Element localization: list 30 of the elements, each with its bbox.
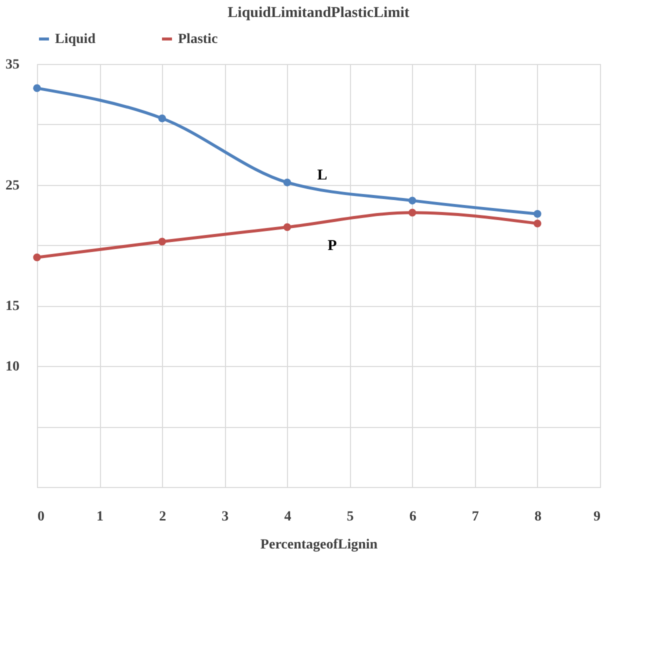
x-tick-label: 5 (346, 510, 354, 524)
x-tick-label: 4 (284, 510, 292, 524)
point (283, 223, 292, 232)
x-tick-label: 6 (409, 510, 416, 524)
x-tick-label: 3 (222, 510, 229, 524)
annotation: L (317, 167, 328, 184)
point (158, 238, 166, 246)
x-tick-label: 7 (472, 510, 479, 524)
chart-title: LiquidLimitandPlasticLimit (228, 5, 410, 21)
x-axis-title: PercentageofLignin (260, 538, 378, 552)
point (283, 178, 292, 186)
y-tick-label: 25 (6, 178, 20, 194)
point (534, 220, 542, 228)
x-tick-label: 2 (159, 510, 166, 524)
point (33, 254, 41, 262)
legend-label: Plastic (178, 32, 218, 47)
y-tick-label: 35 (6, 58, 20, 72)
x-tick-label: 0 (38, 510, 44, 524)
legend-label: Liquid (55, 32, 96, 47)
annotation: P (328, 238, 337, 254)
point (33, 84, 41, 92)
point (408, 208, 416, 217)
point (158, 114, 166, 122)
point (534, 210, 542, 218)
y-tick-label: 10 (6, 360, 20, 375)
x-tick-label: 8 (534, 510, 542, 524)
x-tick-label: 9 (594, 510, 600, 524)
y-tick-label: 15 (6, 299, 20, 314)
x-tick-label: 1 (96, 510, 104, 524)
point (408, 196, 416, 204)
